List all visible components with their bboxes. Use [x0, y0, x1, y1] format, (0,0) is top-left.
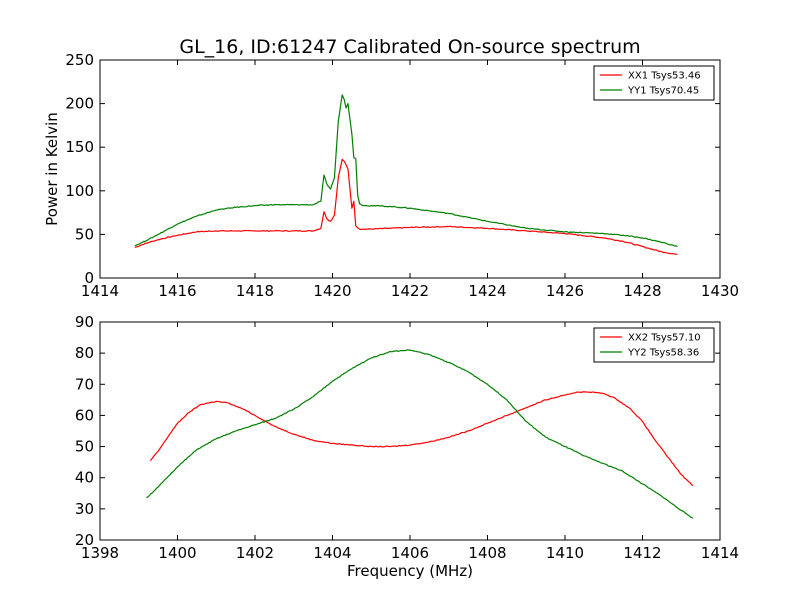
y-tick-label: 30: [75, 500, 94, 518]
x-tick-label: 1420: [313, 282, 351, 300]
x-tick-label: 1430: [701, 282, 739, 300]
x-tick-label: 1418: [236, 282, 274, 300]
legend-label-1: XX2 Tsys57.10: [628, 333, 701, 344]
y-tick-label: 150: [65, 138, 94, 156]
y-tick-label: 80: [75, 344, 94, 362]
x-tick-label: 1398: [81, 544, 119, 562]
y-tick-label: 70: [75, 375, 94, 393]
bottom-panel: 1398 1400 1402 1404 1406 1408 1410 1412 1414 20 30…: [75, 313, 739, 580]
y-axis-label: Power in Kelvin: [43, 112, 61, 226]
y-tick-label: 250: [65, 51, 94, 69]
y-tick-label: 0: [84, 269, 94, 287]
x-tick-label: 1400: [158, 544, 196, 562]
legend-label-2: YY2 Tsys58.36: [627, 348, 699, 359]
x-tick-label: 1412: [623, 544, 661, 562]
series-line-2: [134, 94, 678, 248]
series-line-1: [149, 391, 694, 486]
legend: XX1 Tsys53.46 YY1 Tsys70.45: [593, 65, 715, 101]
legend-label-1: XX1 Tsys53.46: [628, 71, 701, 82]
x-tick-label: 1424: [468, 282, 506, 300]
x-tick-label: 1408: [468, 544, 506, 562]
series-line-2: [146, 349, 694, 519]
x-tick-label: 1428: [623, 282, 661, 300]
y-tick-label: 50: [75, 438, 94, 456]
y-tick-label: 50: [75, 225, 94, 243]
x-tick-label: 1416: [158, 282, 196, 300]
y-tick-label: 100: [65, 182, 94, 200]
chart-title: GL_16, ID:61247 Calibrated On-source spe…: [179, 36, 640, 58]
legend-box: [593, 327, 715, 363]
legend-label-2: YY1 Tsys70.45: [627, 86, 699, 97]
y-tick-label: 60: [75, 406, 94, 424]
x-axis-label: Frequency (MHz): [347, 562, 473, 580]
x-tick-label: 1404: [313, 544, 351, 562]
y-tick-label: 20: [75, 531, 94, 549]
series-line-1: [134, 158, 678, 256]
x-tick-label: 1414: [701, 544, 739, 562]
x-tick-label: 1414: [81, 282, 119, 300]
top-panel: 1414 1416 1418 1420 1422 1424 1426 1428 1430 0 50 1…: [43, 51, 739, 300]
x-tick-label: 1406: [391, 544, 429, 562]
x-tick-label: 1422: [391, 282, 429, 300]
legend-box: [593, 65, 715, 101]
x-tick-label: 1410: [546, 544, 584, 562]
y-tick-label: 200: [65, 95, 94, 113]
x-tick-label: 1402: [236, 544, 274, 562]
y-tick-label: 40: [75, 469, 94, 487]
legend: XX2 Tsys57.10 YY2 Tsys58.36: [593, 327, 715, 363]
x-tick-label: 1426: [546, 282, 584, 300]
y-tick-label: 90: [75, 313, 94, 331]
